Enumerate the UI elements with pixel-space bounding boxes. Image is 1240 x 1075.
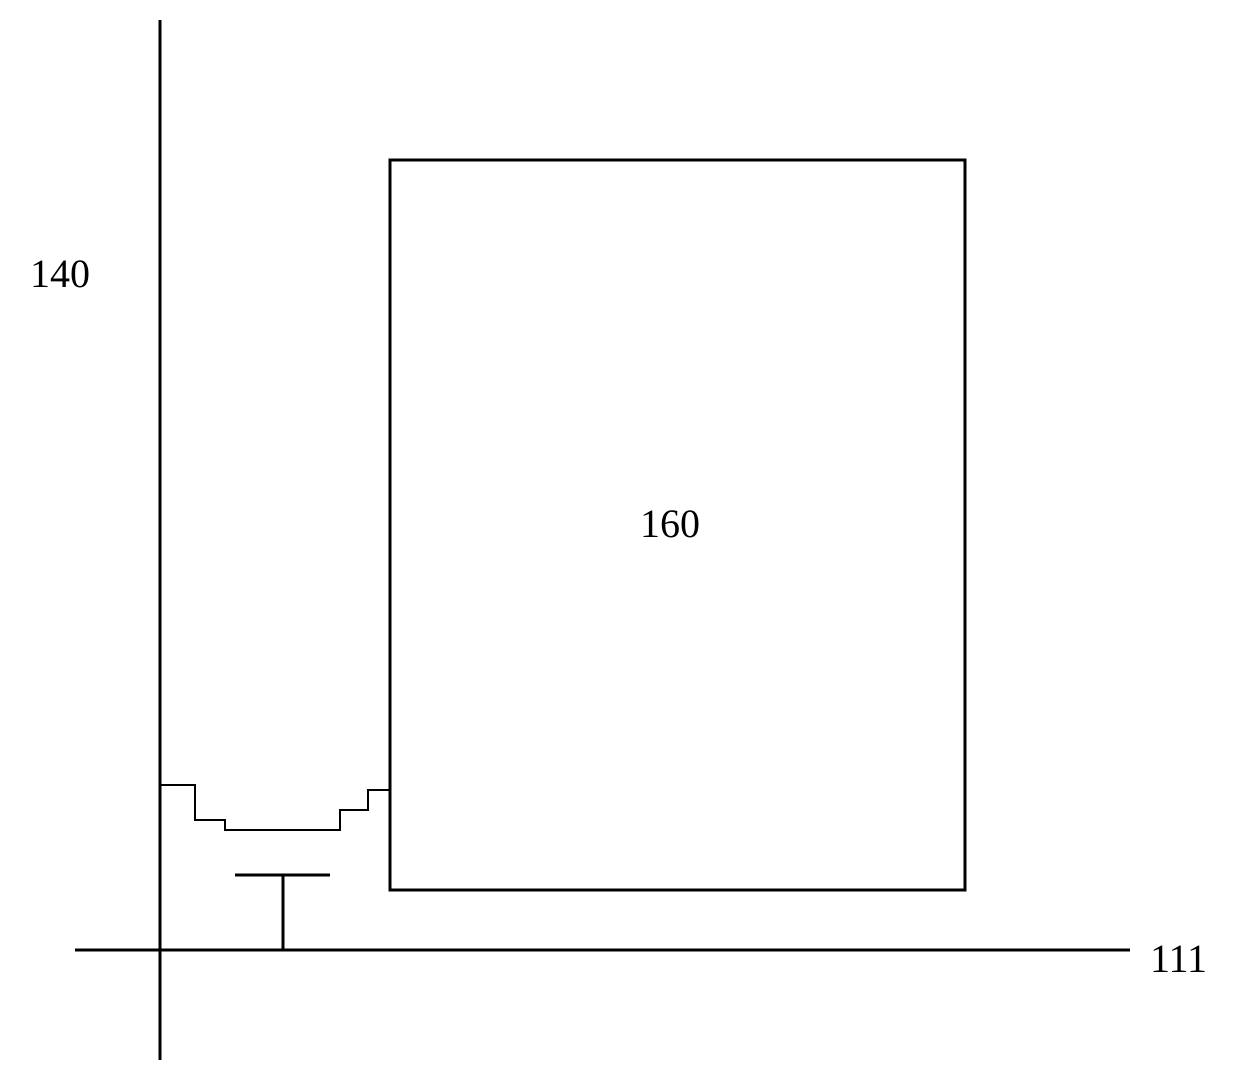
- step-notch-path: [160, 785, 390, 830]
- label-111: 111: [1150, 935, 1207, 982]
- diagram-svg: [0, 0, 1240, 1075]
- label-160: 160: [640, 500, 700, 547]
- diagram-container: 140 160 111: [0, 0, 1240, 1075]
- label-140: 140: [30, 250, 90, 297]
